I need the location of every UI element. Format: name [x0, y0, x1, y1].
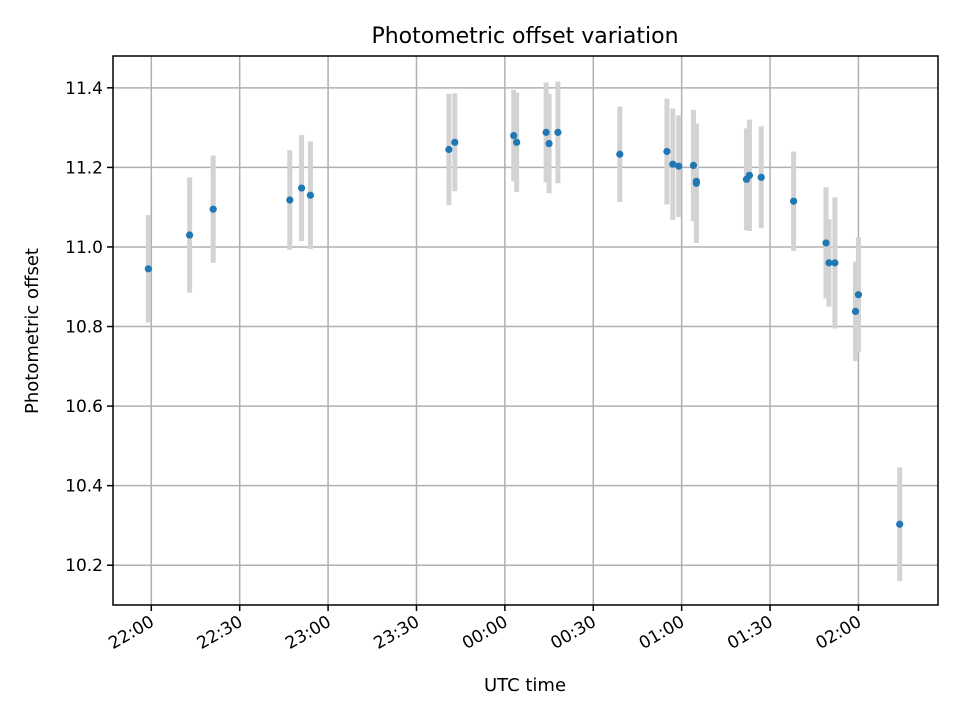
data-point [297, 184, 306, 192]
data-point [675, 162, 683, 170]
x-tick-label: 22:30 [194, 612, 246, 654]
data-point [663, 147, 671, 156]
data-point [445, 145, 453, 154]
data-point [689, 161, 698, 170]
data-point [451, 138, 459, 146]
data-point [831, 259, 839, 267]
chart-title: Photometric offset variation [371, 24, 678, 49]
data-point [757, 173, 765, 181]
x-tick-label: 00:30 [547, 612, 599, 654]
data-point [896, 520, 904, 528]
data-points [144, 128, 904, 528]
y-tick-label: 10.4 [65, 477, 103, 497]
x-axis-label: UTC time [484, 675, 566, 696]
data-point [209, 205, 217, 213]
y-tick-label: 11.4 [65, 79, 103, 99]
data-point [790, 197, 798, 205]
data-point [745, 171, 754, 179]
data-point [306, 191, 315, 199]
y-tick-label: 10.2 [65, 556, 103, 576]
data-point [542, 128, 550, 136]
data-point [286, 196, 294, 204]
plot-frame [112, 55, 939, 606]
error-bars [145, 81, 903, 582]
data-point [510, 131, 518, 140]
y-tick-label: 10.8 [65, 318, 103, 338]
x-tick-label: 22:00 [105, 612, 157, 654]
y-tick-label: 11.0 [65, 238, 103, 258]
x-tick-label: 01:30 [724, 612, 776, 654]
x-tick-label: 00:00 [459, 612, 511, 654]
x-tick-label: 23:00 [282, 612, 334, 654]
x-tick-label: 02:00 [813, 612, 865, 654]
y-axis-label: Photometric offset [22, 248, 43, 414]
data-point [669, 160, 677, 168]
data-point [513, 138, 521, 146]
data-point [854, 291, 863, 299]
y-tick-label: 10.6 [65, 397, 103, 417]
data-point [554, 128, 562, 136]
data-point [545, 139, 553, 148]
data-point [851, 307, 860, 316]
data-point [144, 265, 152, 273]
data-point [825, 259, 833, 267]
data-point [616, 150, 624, 158]
data-point [822, 239, 830, 247]
x-tick-label: 23:30 [371, 612, 423, 654]
data-point [692, 179, 700, 187]
grid [113, 56, 938, 605]
y-tick-label: 11.2 [65, 158, 103, 178]
data-point [186, 231, 194, 239]
x-tick-label: 01:00 [636, 612, 688, 654]
